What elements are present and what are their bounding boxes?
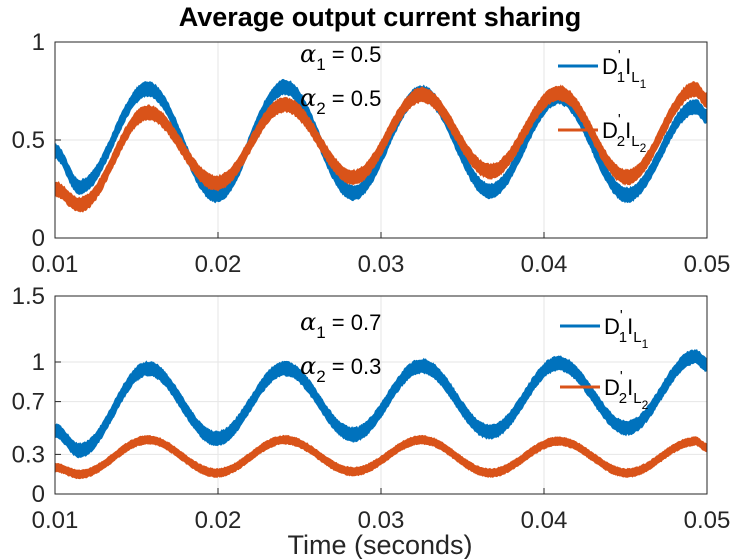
y-tick-label: 0.7 bbox=[12, 389, 45, 416]
alpha-annotation-2: α2 = 0.5 bbox=[300, 84, 381, 118]
y-tick-label: 1 bbox=[32, 349, 45, 376]
alpha-annotation-2: α2 = 0.3 bbox=[300, 352, 381, 386]
x-tick-label: 0.04 bbox=[521, 507, 568, 534]
y-tick-label: 1.5 bbox=[12, 283, 45, 310]
x-tick-label: 0.02 bbox=[195, 507, 242, 534]
top-subplot: 0.01 0.02 0.03 0.04 0.05 0 0.5 1 α1 = 0.5 α2 = 0.… bbox=[12, 29, 731, 278]
legend-label-2: D' 2IL2 bbox=[602, 111, 647, 155]
x-tick-label: 0.05 bbox=[684, 251, 731, 278]
alpha-annotation-1: α1 = 0.7 bbox=[300, 308, 381, 342]
chart-title: Average output current sharing bbox=[179, 2, 582, 32]
x-tick-label: 0.01 bbox=[32, 507, 79, 534]
legend-label-1: D' 1IL1 bbox=[602, 47, 647, 91]
y-tick-label: 0 bbox=[32, 225, 45, 252]
y-tick-label: 0.3 bbox=[12, 441, 45, 468]
y-tick-label: 0 bbox=[32, 481, 45, 508]
x-tick-label: 0.03 bbox=[358, 507, 405, 534]
x-tick-label: 0.05 bbox=[684, 507, 731, 534]
bottom-subplot: 0.01 0.02 0.03 0.04 0.05 0 0.3 0.7 1 1.5 α1 = 0.7 α… bbox=[12, 283, 731, 534]
x-tick-label: 0.01 bbox=[32, 251, 79, 278]
y-tick-label: 0.5 bbox=[12, 127, 45, 154]
legend-label-2: D' 2IL2 bbox=[604, 368, 649, 412]
x-axis-label: Time (seconds) bbox=[287, 530, 472, 559]
x-tick-label: 0.04 bbox=[521, 251, 568, 278]
x-tick-label: 0.03 bbox=[358, 251, 405, 278]
x-tick-label: 0.02 bbox=[195, 251, 242, 278]
legend-label-1: D' 1IL1 bbox=[604, 307, 649, 351]
y-tick-label: 1 bbox=[32, 29, 45, 56]
alpha-annotation-1: α1 = 0.5 bbox=[300, 40, 381, 74]
